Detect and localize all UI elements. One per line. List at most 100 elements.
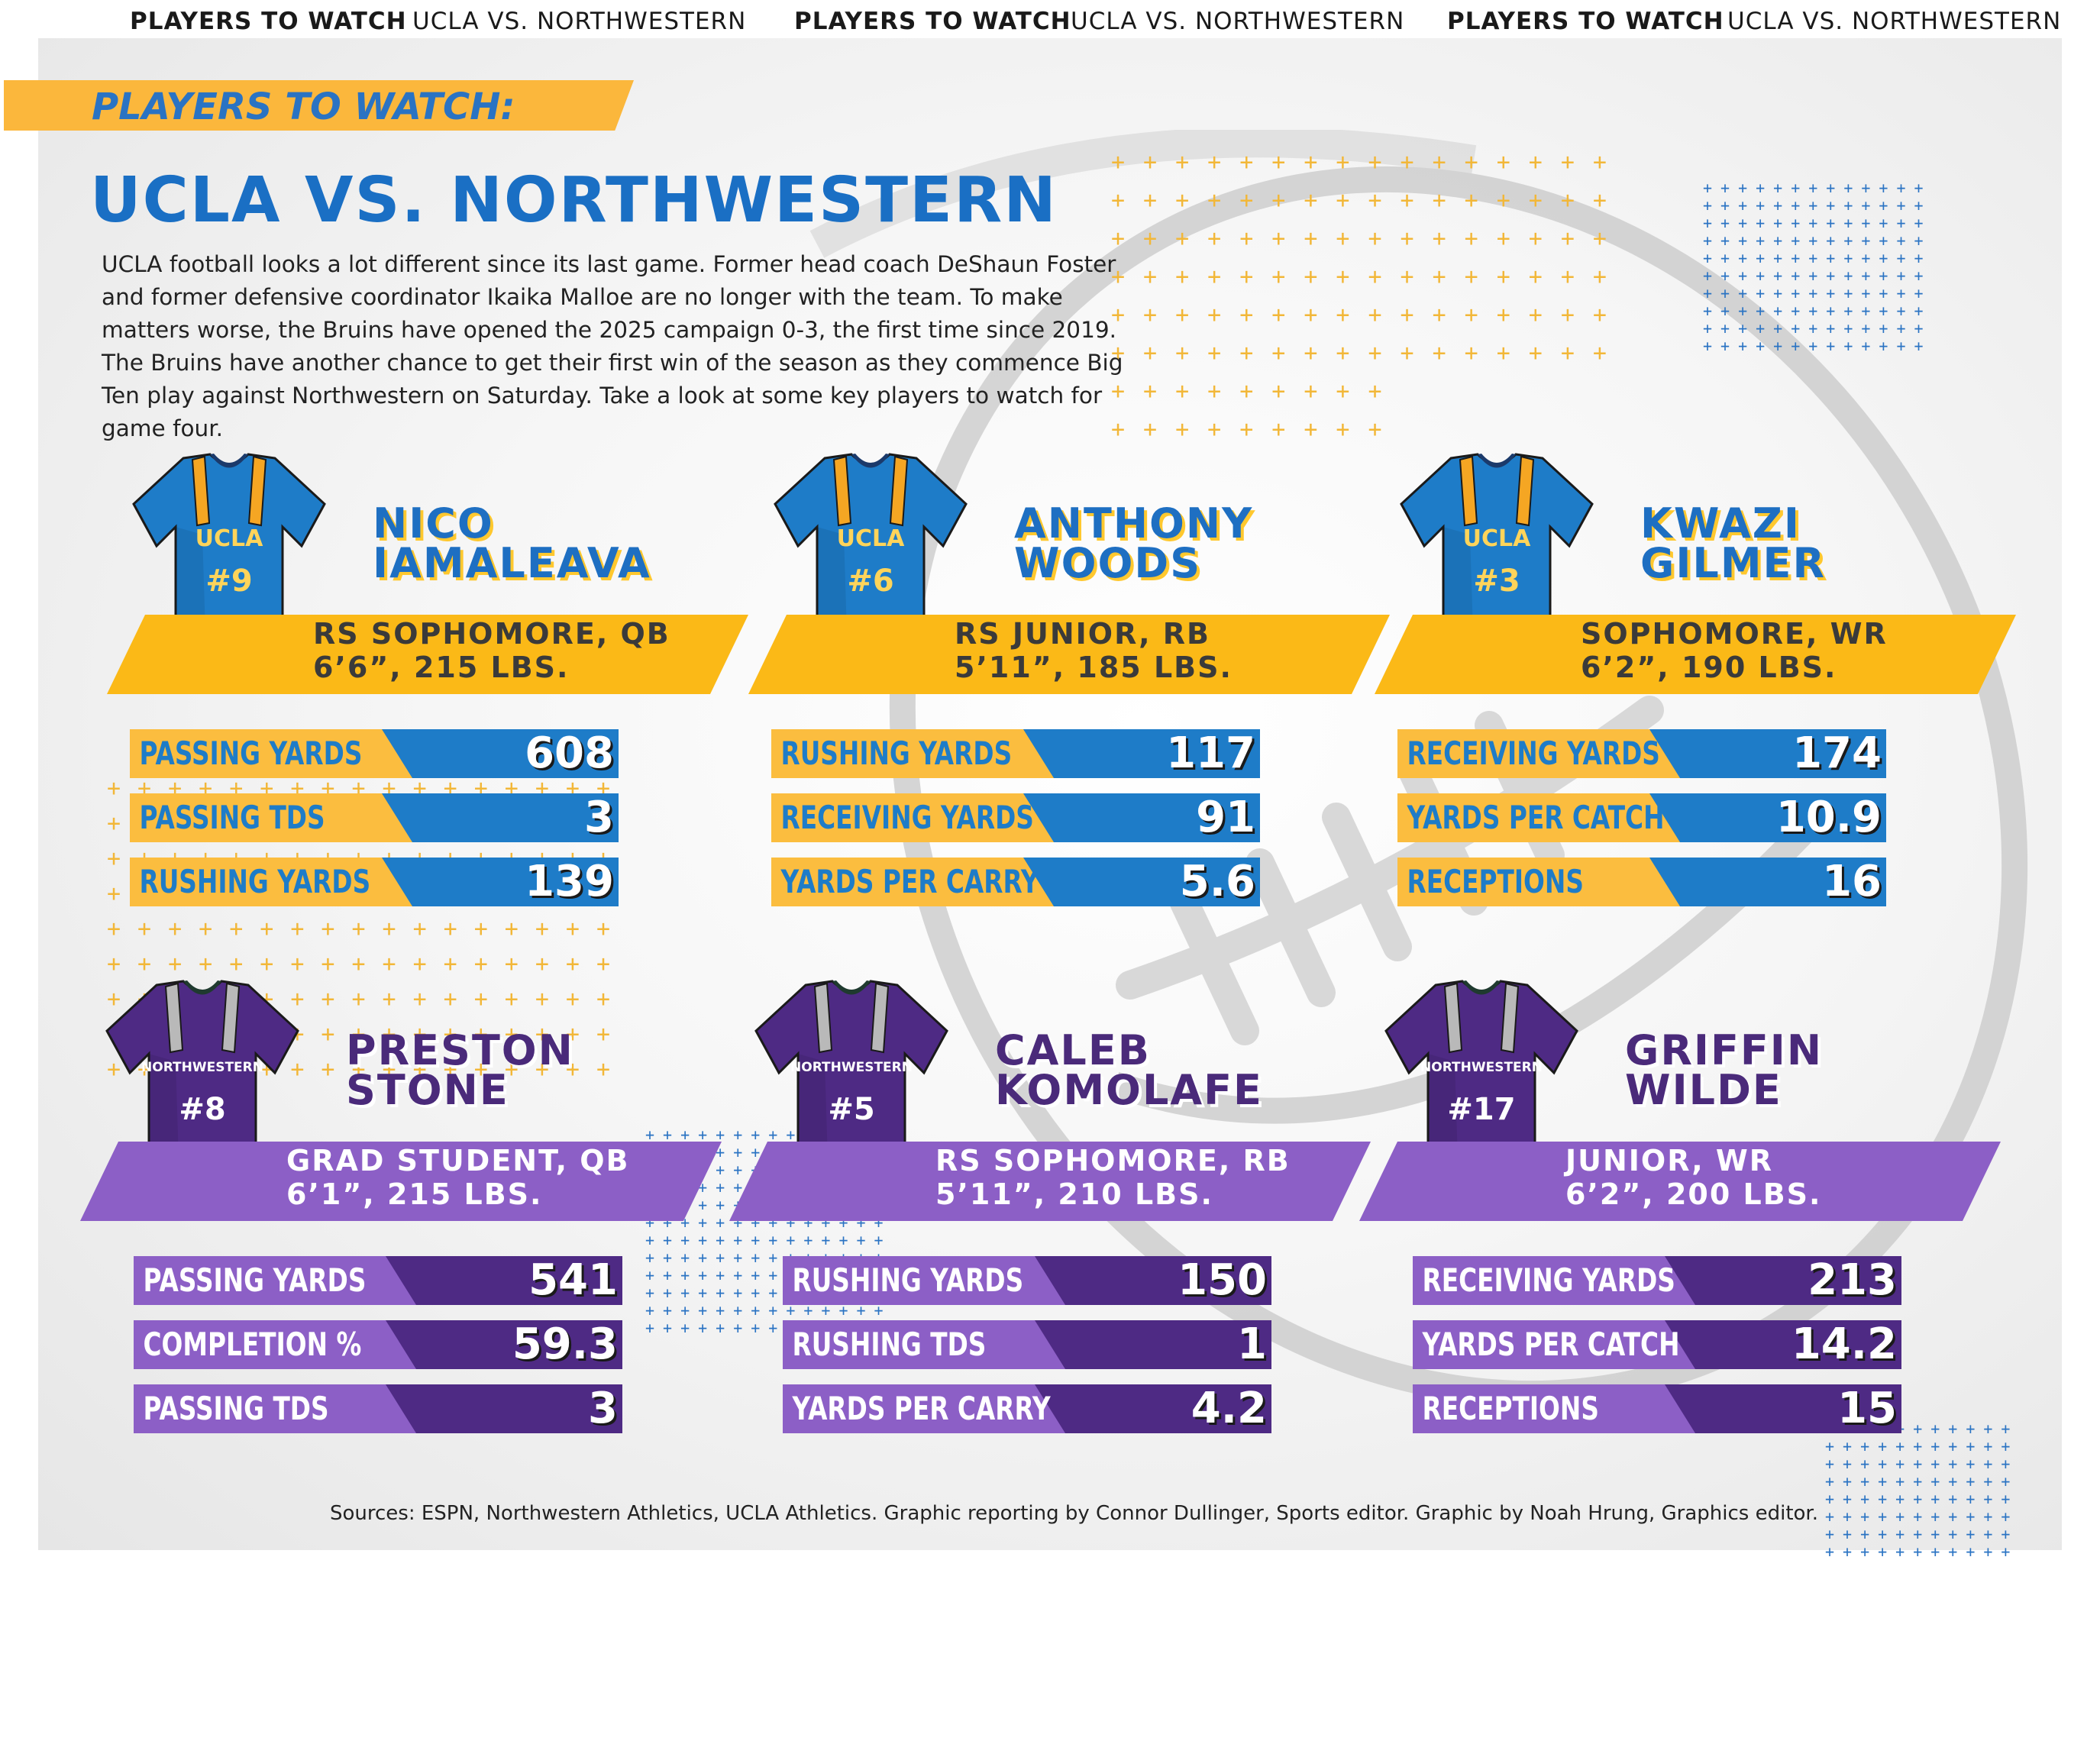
stat-label: PASSING TDS (139, 799, 325, 836)
stat-row: RUSHING YARDS 117 (771, 729, 1260, 778)
player-card: UCLA #9 NICO IAMALEAVA RS SOPHOMORE, QB 6’… (107, 451, 756, 1214)
player-card: NORTHWESTERN #5 CALEB KOMOLAFE RS SOPHOMO… (729, 977, 1378, 1741)
stat-row: PASSING YARDS 541 (134, 1256, 622, 1305)
stat-label: RECEIVING YARDS (780, 799, 1034, 836)
stat-value: 5.6 (1179, 857, 1255, 906)
player-info: JUNIOR, WR 6’2”, 200 LBS. (1565, 1144, 1822, 1211)
player-card: UCLA #3 KWAZI GILMER SOPHOMORE, WR 6’2”, 1… (1375, 451, 2024, 1214)
ticker-item: PLAYERS TO WATCH (1447, 8, 1724, 35)
stat-label: RECEIVING YARDS (1422, 1261, 1675, 1299)
player-name: KWAZI GILMER (1640, 499, 1827, 587)
stat-bar (134, 1256, 622, 1305)
top-ticker: PLAYERS TO WATCH UCLA VS. NORTHWESTERN P… (0, 8, 2100, 46)
stat-label: RECEPTIONS (1407, 863, 1584, 900)
stat-row: YARDS PER CATCH 14.2 (1413, 1320, 1901, 1369)
stat-label: PASSING YARDS (139, 735, 363, 772)
stat-row: RUSHING YARDS 150 (783, 1256, 1271, 1305)
player-info-plate (80, 1142, 722, 1221)
player-info-plate (729, 1142, 1371, 1221)
stat-row: PASSING YARDS 608 (130, 729, 619, 778)
jersey-icon (132, 453, 326, 658)
stat-label: YARDS PER CARRY (780, 863, 1039, 900)
player-card: UCLA #6 ANTHONY WOODS RS JUNIOR, RB 5’11”,… (748, 451, 1397, 1214)
stat-label: PASSING TDS (143, 1390, 329, 1427)
ticker-item: UCLA VS. NORTHWESTERN (1071, 8, 1405, 35)
jersey-icon (754, 980, 948, 1185)
stat-row: COMPLETION % 59.3 (134, 1320, 622, 1369)
player-card: NORTHWESTERN #8 PRESTON STONE GRAD STUDEN… (80, 977, 729, 1741)
stat-row: RECEIVING YARDS 174 (1397, 729, 1886, 778)
stat-row: YARDS PER CARRY 5.6 (771, 858, 1260, 906)
blue-cross-pattern: +++++++++++++ +++++++++++++ ++++++++++++… (1703, 179, 1932, 355)
stat-bar (771, 729, 1260, 778)
stat-label: RECEIVING YARDS (1407, 735, 1660, 772)
player-info-plate (748, 615, 1390, 694)
stat-row: PASSING TDS 3 (130, 793, 619, 842)
stat-value: 117 (1166, 728, 1255, 778)
stat-value: 15 (1837, 1384, 1897, 1433)
stat-value: 150 (1178, 1255, 1267, 1305)
stat-value: 3 (584, 793, 614, 842)
stat-label: RECEPTIONS (1422, 1390, 1599, 1427)
intro-paragraph: UCLA football looks a lot different sinc… (102, 251, 1123, 441)
ticker-item: PLAYERS TO WATCH (794, 8, 1071, 35)
player-name: CALEB KOMOLAFE (995, 1026, 1263, 1114)
page-title: UCLA VS. NORTHWESTERN (90, 164, 1058, 237)
stat-label: RUSHING YARDS (792, 1261, 1024, 1299)
player-info: RS SOPHOMORE, RB 5’11”, 210 LBS. (935, 1144, 1291, 1211)
stat-bar (1397, 793, 1886, 842)
stat-bar (130, 858, 619, 906)
stat-label: YARDS PER CARRY (792, 1390, 1051, 1427)
stat-value: 1 (1237, 1319, 1267, 1369)
jersey-team-text: NORTHWESTERN (141, 1060, 263, 1075)
stat-value: 59.3 (512, 1319, 618, 1369)
stat-label: RUSHING YARDS (139, 863, 371, 900)
banner-label: PLAYERS TO WATCH: (92, 86, 515, 128)
jersey-number: #9 (205, 564, 253, 599)
stat-value: 16 (1822, 857, 1882, 906)
stat-bar (1397, 858, 1886, 906)
stat-row: RECEPTIONS 16 (1397, 858, 1886, 906)
stat-bar (1413, 1256, 1901, 1305)
stat-value: 139 (525, 857, 614, 906)
jersey-number: #6 (847, 564, 894, 599)
stat-row: RECEPTIONS 15 (1413, 1384, 1901, 1433)
jersey-team-text: UCLA (836, 525, 905, 552)
player-name: ANTHONY WOODS (1014, 499, 1254, 587)
stat-label: YARDS PER CATCH (1407, 799, 1665, 836)
player-info: RS SOPHOMORE, QB 6’6”, 215 LBS. (313, 617, 670, 684)
stat-bar (134, 1320, 622, 1369)
stat-label: PASSING YARDS (143, 1261, 367, 1299)
player-info-plate (1375, 615, 2016, 694)
stat-bar (1413, 1320, 1901, 1369)
ticker-item: UCLA VS. NORTHWESTERN (1727, 8, 2062, 35)
jersey-number: #8 (179, 1092, 226, 1127)
stat-value: 3 (588, 1384, 618, 1433)
ticker-item: PLAYERS TO WATCH (130, 8, 407, 35)
player-info: RS JUNIOR, RB 5’11”, 185 LBS. (955, 617, 1233, 684)
stat-value: 4.2 (1191, 1384, 1267, 1433)
stat-bar (130, 729, 619, 778)
stat-label: COMPLETION % (143, 1326, 362, 1363)
stat-value: 174 (1792, 728, 1882, 778)
stat-row: RUSHING YARDS 139 (130, 858, 619, 906)
stat-row: RECEIVING YARDS 91 (771, 793, 1260, 842)
stat-bar (1397, 729, 1886, 778)
stat-label: RUSHING TDS (792, 1326, 987, 1363)
stat-value: 10.9 (1775, 793, 1882, 842)
stat-row: RUSHING TDS 1 (783, 1320, 1271, 1369)
player-card: NORTHWESTERN #17 GRIFFIN WILDE JUNIOR, WR… (1359, 977, 2008, 1741)
stat-row: PASSING TDS 3 (134, 1384, 622, 1433)
stat-bar (783, 1256, 1271, 1305)
stat-value: 213 (1808, 1255, 1897, 1305)
stat-row: YARDS PER CARRY 4.2 (783, 1384, 1271, 1433)
stat-bar (134, 1384, 622, 1433)
stat-bar (1413, 1384, 1901, 1433)
jersey-team-text: UCLA (1462, 525, 1531, 552)
stat-label: YARDS PER CATCH (1422, 1326, 1680, 1363)
stat-value: 541 (528, 1255, 618, 1305)
player-info: GRAD STUDENT, QB 6’1”, 215 LBS. (286, 1144, 630, 1211)
jersey-number: #17 (1447, 1092, 1516, 1127)
jersey-team-text: NORTHWESTERN (790, 1060, 913, 1075)
stat-bar (771, 793, 1260, 842)
